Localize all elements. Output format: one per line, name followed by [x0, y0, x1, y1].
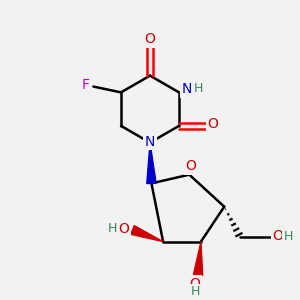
Text: N: N	[145, 135, 155, 149]
Polygon shape	[131, 226, 163, 242]
Text: O: O	[185, 160, 196, 173]
Polygon shape	[147, 142, 156, 184]
Text: O: O	[118, 221, 129, 236]
Text: H: H	[284, 230, 293, 243]
Text: O: O	[190, 277, 201, 291]
Text: O: O	[273, 230, 283, 243]
Text: H: H	[190, 286, 200, 298]
Text: F: F	[81, 78, 89, 92]
Text: N: N	[182, 82, 192, 96]
Text: O: O	[145, 32, 155, 46]
Text: H: H	[194, 82, 203, 95]
Text: H: H	[108, 222, 117, 235]
Text: O: O	[207, 117, 218, 131]
Polygon shape	[194, 242, 203, 275]
